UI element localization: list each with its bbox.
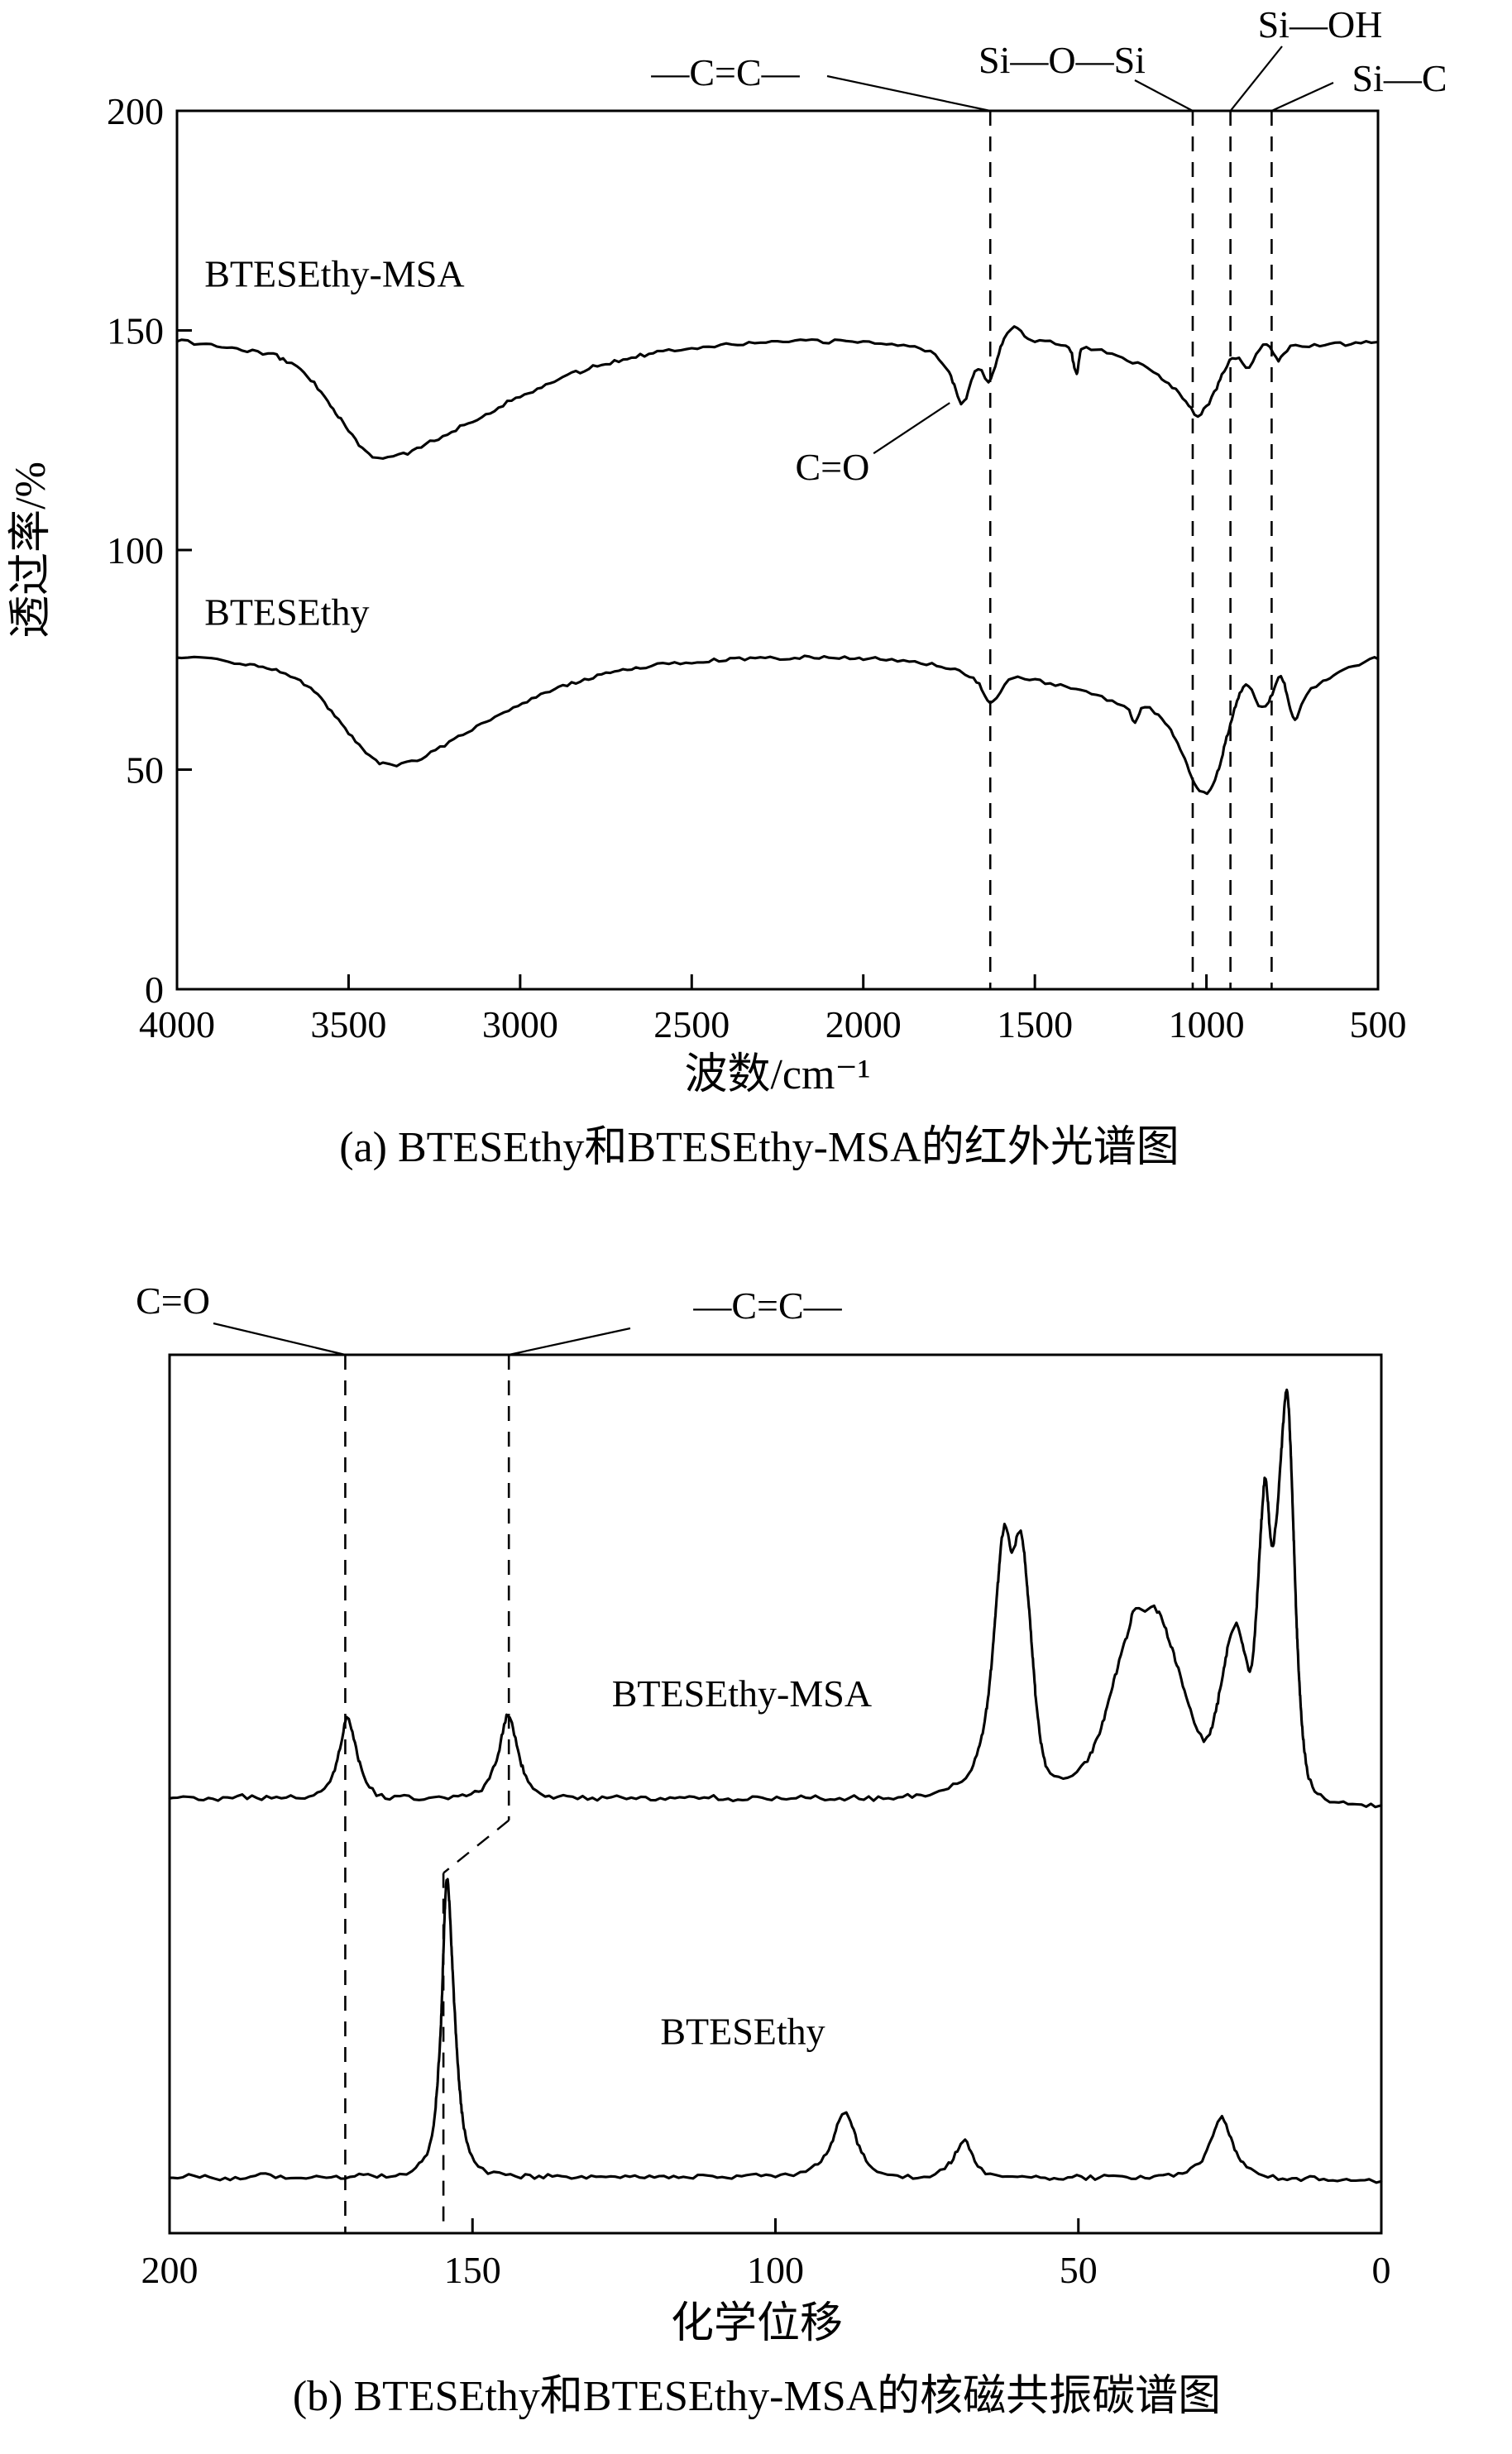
x-tick-label: 3000: [482, 1003, 558, 1045]
y-tick-label: 100: [107, 529, 164, 572]
ftir-chart: —C=C— Si—O—Si Si—OH Si—C 4000 3500 3000 2500 200…: [107, 3, 1447, 1045]
y-tick-label: 0: [145, 969, 164, 1011]
peak-label-leader-Si-O-Si: [1134, 79, 1194, 112]
series-curve-BTESEthy: [175, 654, 1380, 796]
nmr-caption: (b) BTESEthy和BTESEthy-MSA的核磁共振碳谱图: [293, 2373, 1221, 2420]
x-tick-label: 2000: [825, 1003, 902, 1045]
inner-label-leader: [873, 402, 950, 455]
x-tick-label: 4000: [139, 1003, 215, 1045]
x-tick-label: 150: [444, 2249, 501, 2291]
ftir-y-axis-title: 透过率/%: [7, 462, 55, 639]
series-label: BTESEthy: [660, 2011, 825, 2053]
x-tick-label: 1000: [1169, 1003, 1245, 1045]
ftir-caption: (a) BTESEthy和BTESEthy-MSA的红外光谱图: [339, 1124, 1179, 1171]
series-curve-BTESEthy-MSA: [168, 1388, 1383, 1809]
peak-label-leader-Si-OH: [1229, 45, 1283, 112]
x-tick-label: 50: [1060, 2249, 1098, 2291]
series-label: BTESEthy-MSA: [204, 252, 464, 294]
x-tick-label: 500: [1350, 1003, 1407, 1045]
plot-border: [168, 1353, 1383, 2235]
x-tick-label: 0: [1372, 2249, 1391, 2291]
x-tick-label: 200: [141, 2249, 199, 2291]
y-tick-label: 150: [107, 310, 164, 352]
ftir-x-axis-title: 波数/cm⁻¹: [684, 1051, 870, 1098]
nmr-x-axis-title: 化学位移: [671, 2300, 843, 2347]
series-label: BTESEthy-MSA: [612, 1672, 872, 1715]
inner-label: C=O: [795, 446, 869, 488]
y-tick-label: 50: [126, 749, 164, 792]
x-tick-label: 3500: [310, 1003, 386, 1045]
peak-label-Si-O-Si: Si—O—Si: [978, 39, 1146, 81]
x-tick-label: 1500: [997, 1003, 1073, 1045]
peak-label-leader-C=C: [508, 1327, 631, 1356]
x-tick-label: 2500: [653, 1003, 730, 1045]
y-tick-label: 200: [107, 90, 164, 132]
x-tick-label: 100: [747, 2249, 804, 2291]
series-label: BTESEthy: [204, 591, 369, 633]
series-curve-BTESEthy-MSA: [175, 325, 1380, 460]
peak-line-connector-C=C: [443, 1819, 510, 1874]
peak-label-Si-OH: Si—OH: [1258, 3, 1383, 45]
peak-label-C=C: —C=C—: [650, 51, 800, 93]
peak-label-leader-Si-C: [1270, 81, 1334, 112]
peak-label-C=C: —C=C—: [692, 1284, 842, 1327]
peak-label-Si-C: Si—C: [1352, 57, 1447, 99]
nmr-chart: C=O —C=C— 200 150 100 50 0 BTESEthy-MSA BTESEthy: [136, 1280, 1390, 2291]
peak-label-leader-C=O: [213, 1322, 346, 1356]
peak-label-leader-C=C: [826, 74, 991, 112]
plot-border: [175, 109, 1380, 991]
series-curve-BTESEthy: [168, 1878, 1383, 2184]
peak-label-C=O: C=O: [136, 1280, 210, 1322]
